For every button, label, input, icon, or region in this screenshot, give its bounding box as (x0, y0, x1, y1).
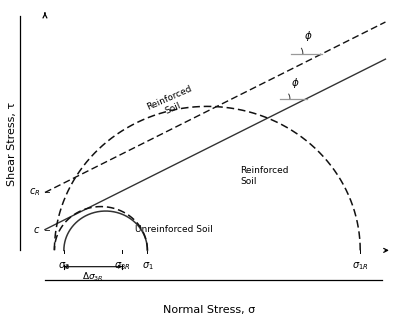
Text: $\sigma_{3R}$: $\sigma_{3R}$ (114, 260, 130, 272)
Text: $\sigma_3$: $\sigma_3$ (58, 260, 70, 272)
Y-axis label: Shear Stress, τ: Shear Stress, τ (7, 101, 17, 185)
Text: $\sigma_{1R}$: $\sigma_{1R}$ (352, 260, 369, 272)
Text: $\Delta\sigma_{3R}$: $\Delta\sigma_{3R}$ (82, 270, 104, 283)
Text: $\phi$: $\phi$ (291, 76, 299, 90)
Text: $c$: $c$ (33, 224, 40, 235)
Text: $c_R$: $c_R$ (29, 186, 40, 198)
Text: $\sigma_1$: $\sigma_1$ (141, 260, 153, 272)
Text: Reinforced
Soil: Reinforced Soil (241, 166, 289, 186)
Text: Unreinforced Soil: Unreinforced Soil (135, 225, 213, 234)
Text: Reinforced
Soil: Reinforced Soil (145, 84, 197, 122)
X-axis label: Normal Stress, σ: Normal Stress, σ (163, 305, 255, 315)
Text: $\phi$: $\phi$ (304, 29, 313, 43)
